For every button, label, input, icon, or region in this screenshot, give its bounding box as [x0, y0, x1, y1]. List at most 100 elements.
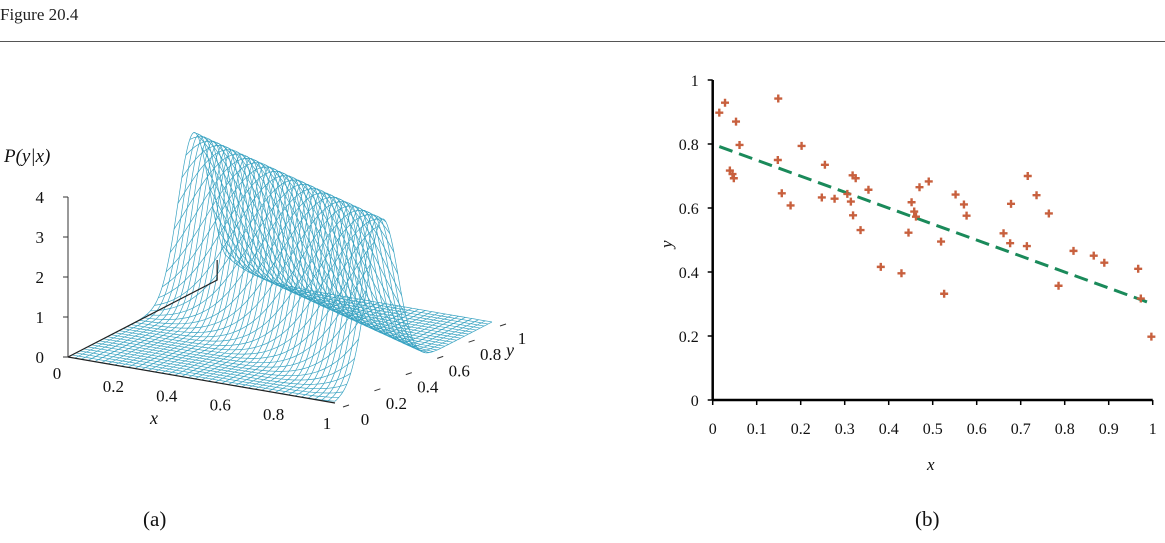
x-tick-label: 0	[709, 421, 717, 438]
data-point	[864, 185, 873, 194]
mesh-line-y	[79, 350, 347, 390]
data-point	[951, 190, 960, 199]
data-point	[1006, 239, 1015, 248]
mesh-line-y	[91, 338, 359, 377]
mesh-line-y	[212, 208, 481, 329]
mesh-line-y	[95, 315, 363, 372]
y-tick-label: 0.2	[679, 329, 699, 346]
mesh-line-y	[224, 254, 493, 323]
y-tick	[374, 388, 381, 392]
y-axis-label: y	[657, 240, 676, 250]
x-tick-label: 0.2	[791, 421, 811, 438]
mesh-line-y	[169, 158, 438, 351]
data-point	[937, 237, 946, 246]
mesh-line-y	[197, 135, 465, 337]
y-tick-label: 1	[518, 329, 527, 348]
z-tick-label: 2	[36, 268, 45, 287]
mesh-line-y	[208, 187, 477, 331]
y-tick-label: 0.6	[679, 201, 699, 218]
panel-label-a: (a)	[143, 507, 166, 531]
mesh-line-y	[138, 192, 406, 325]
surface-mesh	[67, 132, 493, 402]
data-point	[876, 262, 885, 271]
data-point	[904, 228, 913, 237]
mesh-line-y	[216, 228, 485, 327]
mesh-line-y	[99, 289, 367, 368]
y-tick-label: 0.6	[449, 361, 470, 380]
mesh-line-y	[71, 354, 339, 398]
y-tick	[499, 323, 507, 327]
x-tick-label: 0.2	[103, 377, 124, 396]
surface-plot: 0 1 2 3 4 0 0.2 0.4 0.6 0.8 1 0 0.2 0.4 0.6 0.8 1 P(y|x)…	[3, 132, 527, 531]
data-point	[924, 177, 933, 186]
y-axis-label: y	[504, 340, 514, 360]
mesh-line-y	[75, 352, 343, 394]
x-tick-label: 0.4	[156, 386, 178, 405]
z-tick-label: 3	[36, 228, 45, 247]
data-point	[732, 117, 741, 126]
x-tick-label: 0.1	[747, 421, 767, 438]
data-point	[786, 201, 795, 210]
y-tick-label: 1	[691, 73, 699, 90]
data-point	[856, 226, 865, 235]
data-point	[777, 189, 786, 198]
data-point	[897, 269, 906, 278]
mesh-line-y	[87, 346, 355, 381]
x-tick-label: 0.7	[1011, 421, 1031, 438]
data-point	[1136, 294, 1145, 303]
data-point	[962, 211, 971, 220]
panel-label-b: (b)	[915, 507, 940, 531]
y-tick-label: 0.4	[417, 378, 439, 397]
data-point	[911, 212, 920, 221]
data-point	[940, 289, 949, 298]
data-point	[773, 156, 782, 164]
y-tick-label: 0.4	[679, 265, 699, 282]
x-axis-label: x	[149, 408, 158, 428]
data-point	[830, 194, 839, 203]
data-point	[910, 207, 919, 216]
mesh-line-y	[205, 165, 473, 333]
x-tick-label: 0.8	[263, 405, 284, 424]
data-point	[797, 141, 806, 150]
figure-title: Figure 20.4	[0, 5, 79, 24]
x-tick-label: 1	[1149, 421, 1157, 438]
x-axis	[67, 356, 336, 404]
y-tick	[437, 355, 444, 359]
mesh-line-y	[111, 225, 379, 355]
data-point	[1032, 191, 1041, 200]
data-point	[728, 170, 737, 179]
y-tick-label: 0	[691, 393, 699, 410]
y-tick	[468, 339, 475, 343]
data-point	[735, 140, 744, 149]
mesh-line-y	[115, 218, 383, 351]
data-point	[849, 211, 858, 220]
x-tick-label: 0.6	[967, 421, 987, 438]
y-tick-label: 0.8	[679, 137, 699, 154]
x-tick-label: 0.3	[835, 421, 855, 438]
mesh-line-y	[103, 264, 371, 364]
z-tick-label: 4	[36, 188, 45, 207]
mesh-line-y	[185, 140, 453, 343]
x-axis-label: x	[926, 455, 935, 474]
data-point	[851, 174, 860, 183]
data-point	[843, 189, 852, 198]
data-point	[820, 160, 829, 169]
z-axis-label: P(y|x)	[3, 146, 50, 167]
data-point	[1054, 281, 1063, 290]
data-point	[817, 193, 826, 202]
z-tick-label: 1	[36, 308, 45, 327]
mesh-line-y	[158, 170, 426, 354]
data-point	[915, 183, 924, 192]
data-point	[729, 174, 738, 183]
x-tick-label: 0	[53, 364, 62, 383]
mesh-line-y	[130, 201, 399, 333]
data-point	[1089, 251, 1098, 260]
mesh-line-y	[201, 147, 469, 335]
y-tick	[342, 404, 350, 408]
x-tick-label: 0.9	[1099, 421, 1119, 438]
mesh-line-y	[83, 348, 351, 385]
data-point	[721, 98, 730, 107]
mesh-line-y	[181, 145, 449, 345]
x-tick-label: 1	[323, 414, 332, 433]
